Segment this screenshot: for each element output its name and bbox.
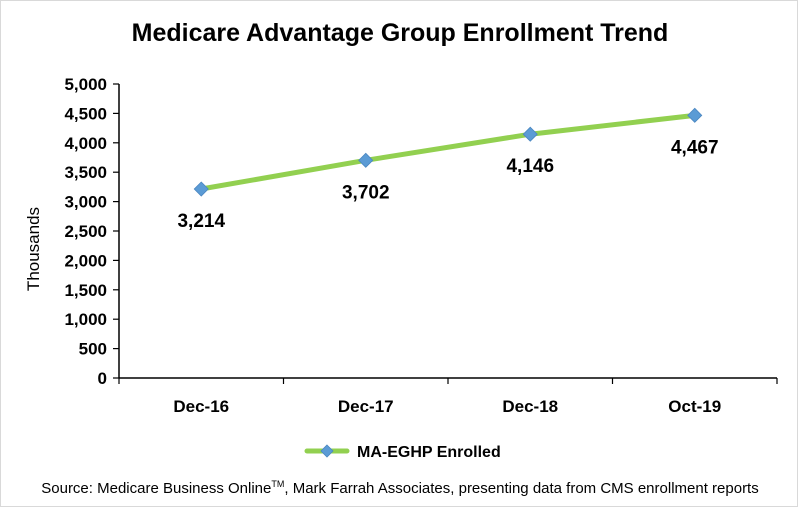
- y-tick-label: 500: [79, 340, 107, 359]
- source-text-rest: , Mark Farrah Associates, presenting dat…: [284, 480, 759, 497]
- y-tick-label: 3,500: [64, 163, 107, 182]
- y-tick-label: 5,000: [64, 75, 107, 94]
- y-tick-label: 1,500: [64, 281, 107, 300]
- data-point-marker: [193, 181, 209, 197]
- data-point-marker: [687, 107, 703, 123]
- legend-label: MA-EGHP Enrolled: [357, 444, 501, 461]
- data-label: 4,146: [506, 156, 554, 177]
- x-tick-label: Dec-17: [338, 397, 394, 416]
- y-tick-label: 0: [98, 369, 107, 388]
- data-label: 3,214: [177, 211, 225, 232]
- y-tick-label: 3,000: [64, 193, 107, 212]
- y-tick-label: 2,000: [64, 251, 107, 270]
- trademark-symbol: TM: [271, 479, 285, 489]
- x-tick-label: Dec-18: [502, 397, 558, 416]
- y-axis-title: Thousands: [24, 207, 43, 291]
- series-line-ma-eghp: [198, 112, 698, 192]
- x-tick-label: Dec-16: [173, 397, 229, 416]
- x-tick-label: Oct-19: [668, 397, 721, 416]
- data-point-marker: [358, 152, 374, 168]
- data-point-marker: [522, 126, 538, 142]
- source-text: Source: Medicare Business Online: [41, 480, 272, 497]
- y-tick-label: 2,500: [64, 222, 107, 241]
- y-tick-label: 1,000: [64, 310, 107, 329]
- legend-marker-swatch: [320, 444, 334, 458]
- source-note: Source: Medicare Business OnlineTM, Mark…: [1, 479, 798, 497]
- data-label: 4,467: [671, 137, 719, 158]
- chart-title: Medicare Advantage Group Enrollment Tren…: [131, 19, 669, 47]
- y-tick-label: 4,000: [64, 134, 107, 153]
- y-tick-label: 4,500: [64, 104, 107, 123]
- data-label: 3,702: [342, 182, 390, 203]
